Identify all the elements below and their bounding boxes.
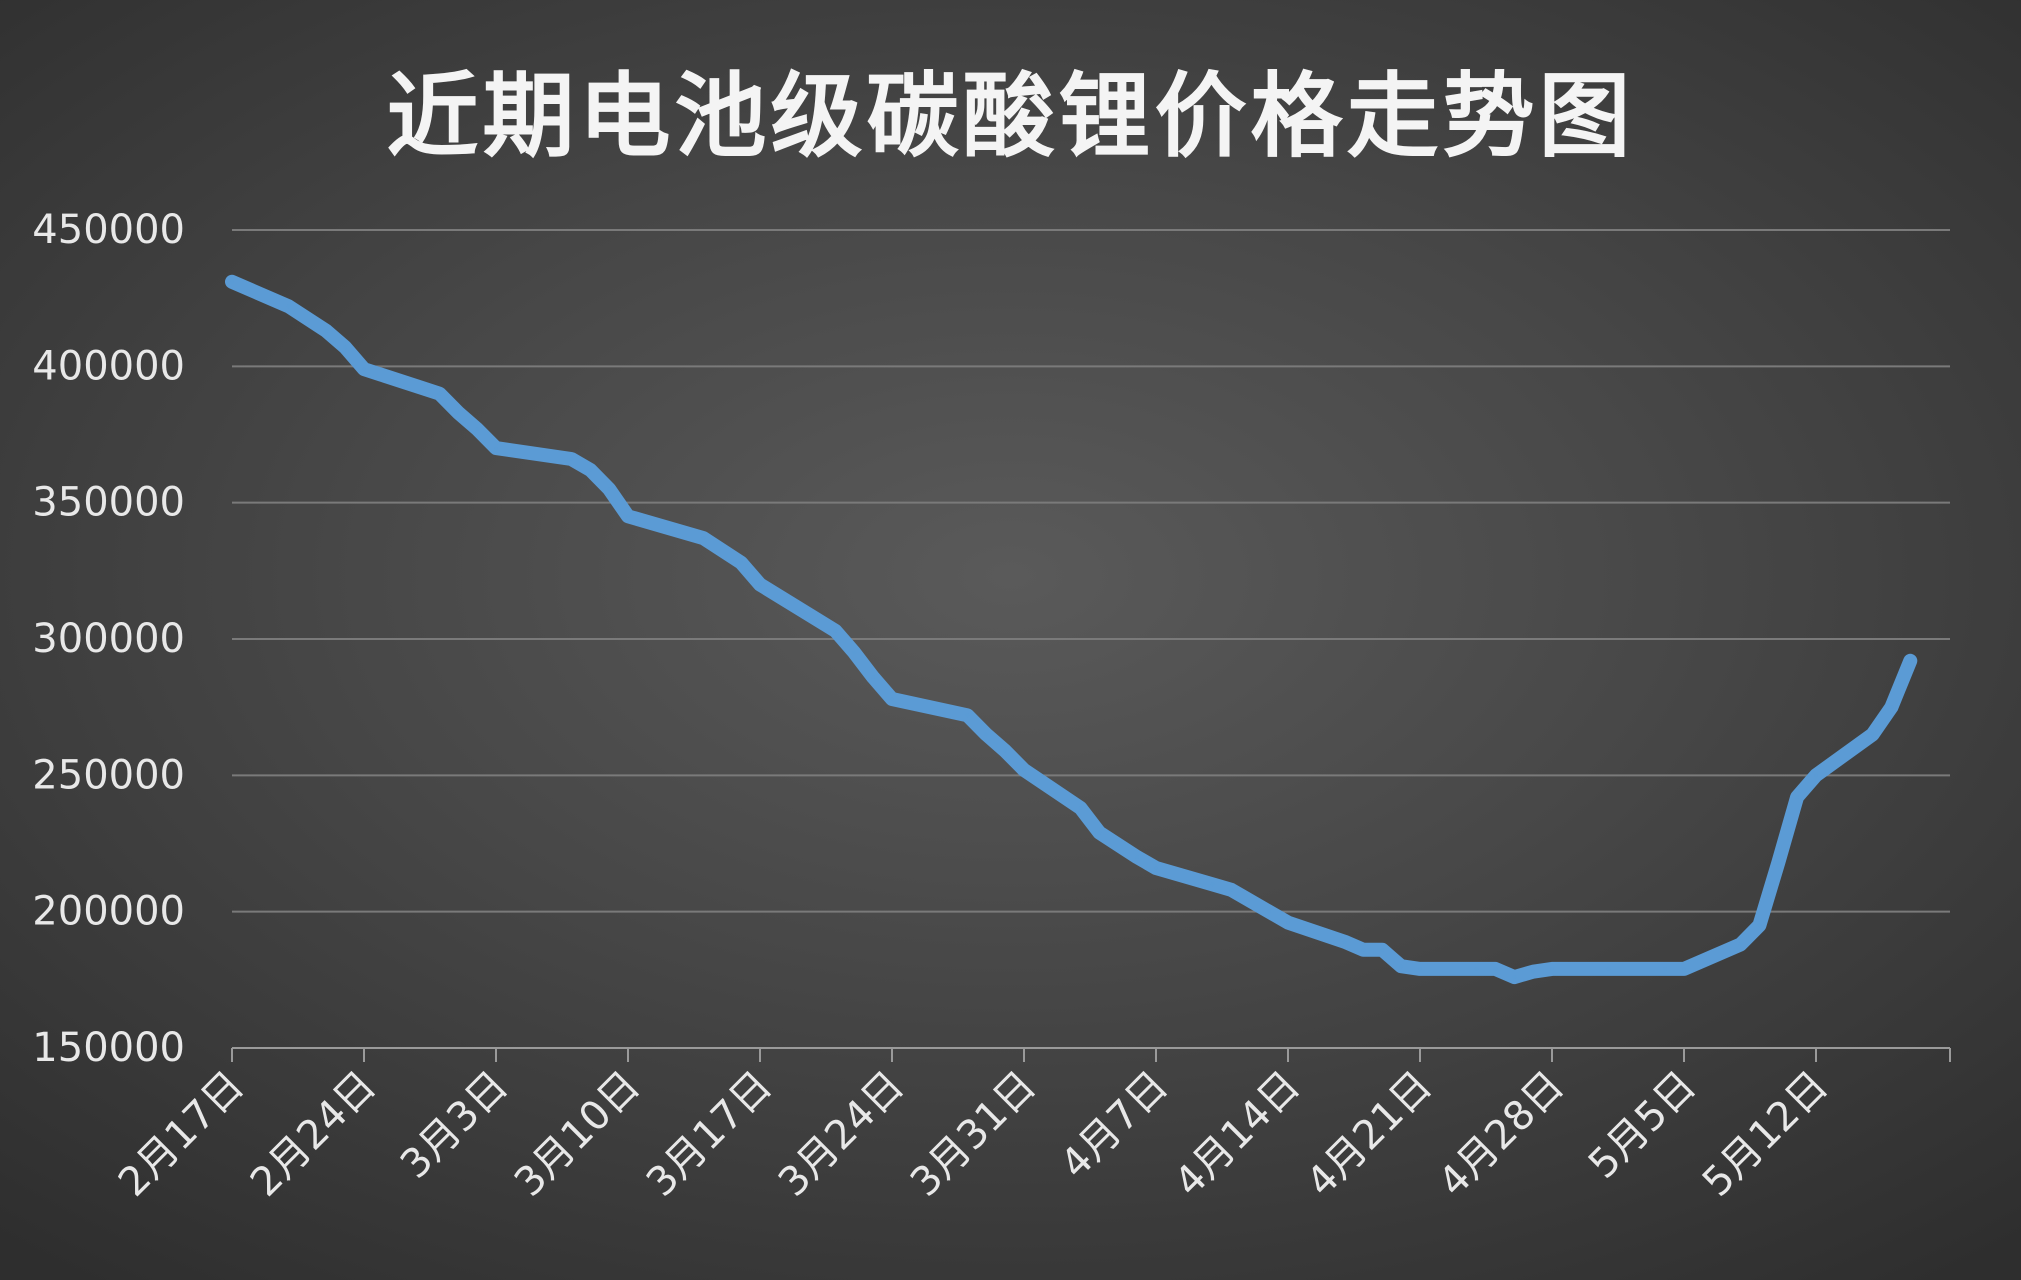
data-point-46 [1757, 923, 1761, 927]
data-point-10 [588, 468, 592, 472]
data-point-24 [1079, 806, 1083, 810]
data-point-38 [1493, 967, 1497, 971]
data-point-41 [1550, 967, 1554, 971]
data-point-25 [1097, 831, 1101, 835]
x-tick-label-4: 3月17日 [638, 1063, 781, 1206]
data-point-27 [1154, 866, 1158, 870]
y-tick-label-400000: 400000 [32, 343, 185, 389]
data-point-31 [1286, 921, 1290, 925]
data-point-8 [494, 446, 498, 450]
data-point-23 [1022, 768, 1026, 772]
data-point-48 [1795, 795, 1799, 799]
x-tick-label-3: 3月10日 [506, 1063, 649, 1206]
data-point-35 [1399, 964, 1403, 968]
data-point-45 [1739, 942, 1743, 946]
y-tick-labels: 450000 400000 350000 300000 250000 200000 1500… [32, 207, 185, 1071]
data-point-16 [833, 629, 837, 633]
data-point-22 [1003, 749, 1007, 753]
data-point-11 [607, 487, 611, 491]
data-point-6 [456, 411, 460, 415]
series-line [225, 274, 1918, 985]
chart-title: 近期电池级碳酸锂价格走势图 [386, 63, 1635, 170]
data-point-43 [1663, 967, 1667, 971]
y-tick-label-300000: 300000 [32, 616, 185, 662]
data-point-40 [1531, 970, 1535, 974]
data-point-49 [1814, 773, 1818, 777]
y-tick-label-200000: 200000 [32, 889, 185, 935]
gridlines [232, 229, 1950, 913]
data-point-32 [1343, 940, 1347, 944]
data-point-1 [287, 304, 291, 308]
y-tick-label-250000: 250000 [32, 752, 185, 798]
data-point-21 [984, 732, 988, 736]
data-point-19 [890, 697, 894, 701]
price-series [225, 274, 1918, 985]
data-point-51 [1889, 705, 1893, 709]
x-tick-label-9: 4月21日 [1298, 1063, 1441, 1206]
data-point-30 [1267, 910, 1271, 914]
x-tick-label-1: 2月24日 [242, 1063, 385, 1206]
data-point-12 [626, 514, 630, 518]
x-tick-label-10: 4月28日 [1430, 1063, 1573, 1206]
data-point-17 [852, 651, 856, 655]
x-axis [231, 1047, 1951, 1062]
data-point-2 [324, 329, 328, 333]
x-tick-label-11: 5月5日 [1580, 1063, 1705, 1188]
x-tick-label-8: 4月14日 [1166, 1063, 1309, 1206]
data-point-26 [1135, 855, 1139, 859]
data-point-18 [871, 675, 875, 679]
data-point-14 [739, 561, 743, 565]
data-point-13 [701, 536, 705, 540]
data-point-0 [230, 280, 234, 284]
data-point-7 [475, 427, 479, 431]
data-point-34 [1380, 948, 1384, 952]
data-point-52 [1908, 659, 1912, 663]
x-tick-label-0: 2月17日 [110, 1063, 253, 1206]
x-tick-label-7: 4月7日 [1052, 1063, 1177, 1188]
data-point-50 [1871, 732, 1875, 736]
data-point-20 [965, 713, 969, 717]
data-point-15 [758, 582, 762, 586]
y-tick-label-150000: 150000 [32, 1025, 185, 1071]
data-point-33 [1361, 948, 1365, 952]
x-tick-label-12: 5月12日 [1694, 1063, 1837, 1206]
data-point-5 [437, 392, 441, 396]
data-point-9 [569, 457, 573, 461]
x-tick-label-5: 3月24日 [770, 1063, 913, 1206]
x-tick-label-6: 3月31日 [902, 1063, 1045, 1206]
data-point-42 [1607, 967, 1611, 971]
data-point-29 [1229, 888, 1233, 892]
y-tick-label-450000: 450000 [32, 207, 185, 253]
data-point-3 [343, 345, 347, 349]
data-point-44 [1682, 967, 1686, 971]
data-point-4 [362, 367, 366, 371]
data-point-39 [1512, 975, 1516, 979]
data-point-28 [1211, 882, 1215, 886]
data-point-37 [1475, 967, 1479, 971]
data-point-36 [1418, 967, 1422, 971]
y-tick-label-350000: 350000 [32, 480, 185, 526]
x-tick-label-2: 3月3日 [392, 1063, 517, 1188]
data-point-47 [1776, 861, 1780, 865]
